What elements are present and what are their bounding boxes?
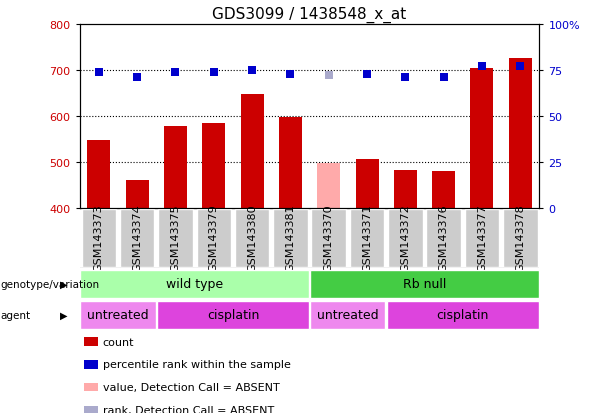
Point: [209, 69, 219, 76]
Point: [132, 75, 142, 81]
Text: ▶: ▶: [60, 279, 67, 289]
Point: [94, 69, 104, 76]
Text: count: count: [103, 337, 134, 347]
Bar: [240, 95, 264, 209]
Text: ▶: ▶: [60, 310, 67, 320]
Text: GSM143379: GSM143379: [209, 204, 219, 271]
Text: GSM143378: GSM143378: [516, 204, 525, 271]
Text: GSM143373: GSM143373: [94, 204, 104, 271]
Text: value, Detection Call = ABSENT: value, Detection Call = ABSENT: [103, 382, 280, 392]
Text: untreated: untreated: [87, 309, 149, 321]
Text: percentile rank within the sample: percentile rank within the sample: [103, 359, 291, 370]
Point: [324, 73, 333, 80]
Point: [477, 64, 487, 70]
Text: genotype/variation: genotype/variation: [0, 279, 99, 289]
FancyBboxPatch shape: [350, 210, 384, 267]
FancyBboxPatch shape: [120, 210, 154, 267]
Title: GDS3099 / 1438548_x_at: GDS3099 / 1438548_x_at: [213, 7, 406, 24]
Text: GSM143381: GSM143381: [286, 204, 295, 271]
Bar: [126, 180, 149, 209]
Text: cisplatin: cisplatin: [436, 309, 489, 321]
Point: [247, 67, 257, 74]
Text: GSM143374: GSM143374: [132, 204, 142, 271]
FancyBboxPatch shape: [427, 210, 461, 267]
FancyBboxPatch shape: [310, 270, 539, 298]
Text: rank, Detection Call = ABSENT: rank, Detection Call = ABSENT: [103, 405, 274, 413]
Text: GSM143370: GSM143370: [324, 204, 333, 271]
Bar: [84, 337, 98, 346]
Text: cisplatin: cisplatin: [207, 309, 259, 321]
Text: GSM143377: GSM143377: [477, 204, 487, 271]
Text: untreated: untreated: [317, 309, 379, 321]
Point: [400, 75, 410, 81]
Bar: [394, 171, 417, 209]
Point: [286, 71, 295, 78]
FancyBboxPatch shape: [158, 210, 192, 267]
FancyBboxPatch shape: [235, 210, 269, 267]
FancyBboxPatch shape: [503, 210, 538, 267]
Bar: [84, 360, 98, 369]
FancyBboxPatch shape: [387, 301, 539, 329]
Bar: [87, 140, 110, 209]
Bar: [509, 59, 531, 209]
Point: [362, 71, 372, 78]
Point: [170, 69, 180, 76]
FancyBboxPatch shape: [197, 210, 231, 267]
FancyBboxPatch shape: [273, 210, 308, 267]
Text: GSM143371: GSM143371: [362, 204, 372, 271]
FancyBboxPatch shape: [80, 270, 309, 298]
Bar: [279, 118, 302, 209]
Bar: [356, 159, 379, 209]
Point: [516, 64, 525, 70]
Text: wild type: wild type: [166, 278, 223, 290]
Bar: [432, 172, 455, 209]
FancyBboxPatch shape: [311, 210, 346, 267]
FancyBboxPatch shape: [310, 301, 386, 329]
Bar: [164, 127, 187, 209]
Text: GSM143380: GSM143380: [247, 204, 257, 271]
Bar: [471, 69, 493, 209]
Text: GSM143372: GSM143372: [400, 204, 410, 271]
Bar: [84, 383, 98, 392]
Text: agent: agent: [0, 310, 30, 320]
Text: GSM143376: GSM143376: [439, 204, 449, 271]
FancyBboxPatch shape: [82, 210, 116, 267]
Point: [439, 75, 449, 81]
FancyBboxPatch shape: [388, 210, 422, 267]
Text: GSM143375: GSM143375: [170, 204, 180, 271]
FancyBboxPatch shape: [465, 210, 499, 267]
FancyBboxPatch shape: [80, 301, 156, 329]
Bar: [318, 164, 340, 209]
Text: Rb null: Rb null: [403, 278, 446, 290]
FancyBboxPatch shape: [157, 301, 309, 329]
Bar: [84, 406, 98, 413]
Bar: [202, 123, 226, 209]
